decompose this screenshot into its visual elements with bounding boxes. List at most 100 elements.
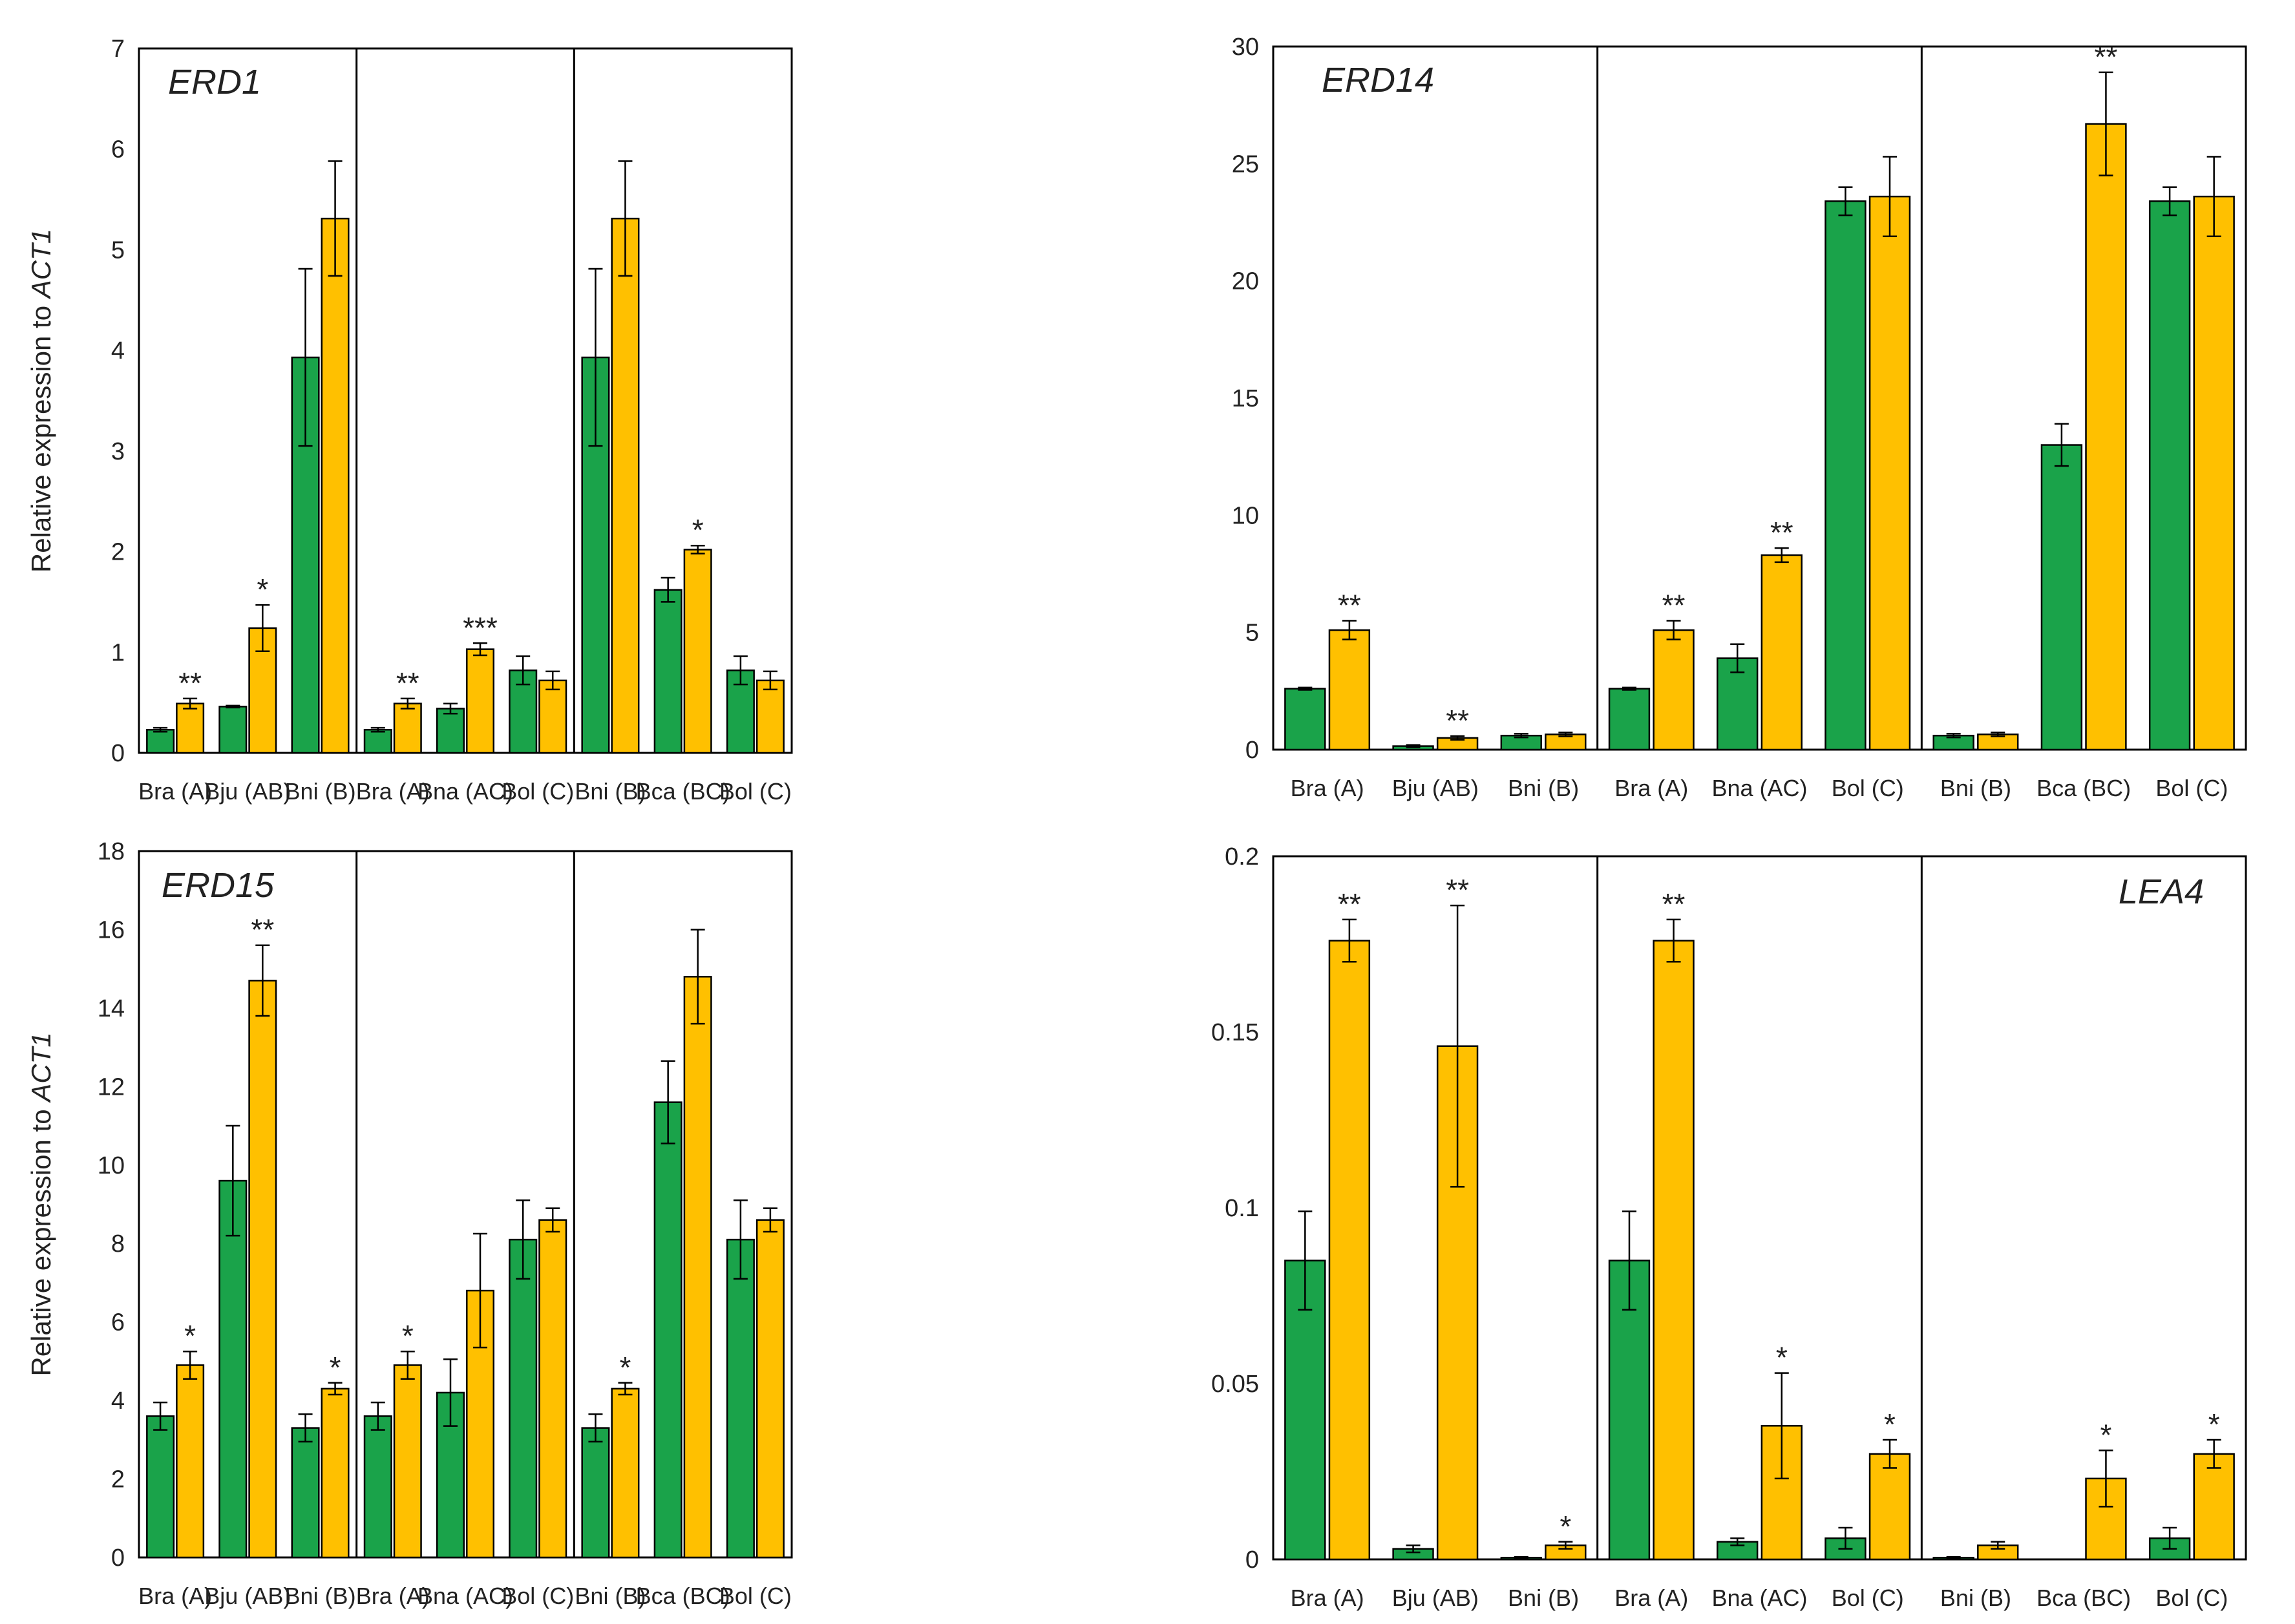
x-category-label: Bol (C) — [502, 1583, 574, 1609]
control-bar — [2148, 200, 2191, 751]
treatment-bar — [683, 549, 712, 754]
y-tick-label: 25 — [1232, 151, 1259, 178]
lea4-chart-panel: 00.050.10.150.2** ******* * *Bra (A) Bju (AB… — [1211, 843, 2247, 1611]
control-bar — [1284, 688, 1326, 751]
treatment-bar — [756, 1219, 785, 1559]
significance-marker: ** — [1662, 887, 1686, 921]
y-tick-label: 5 — [1245, 620, 1259, 647]
treatment-bar — [1328, 940, 1371, 1561]
y-tick-label: 8 — [111, 1230, 125, 1258]
panel-title: LEA4 — [2119, 872, 2204, 911]
control-bar — [436, 708, 465, 754]
significance-marker: ** — [1446, 873, 1469, 907]
x-category-label: Bni (B) — [1940, 775, 2011, 801]
control-bar — [146, 1415, 175, 1559]
panel-title: ERD15 — [162, 866, 275, 905]
x-category-label: Bol (C) — [2155, 1585, 2228, 1611]
x-category-label: Bca (BC) — [636, 778, 730, 805]
x-category-label: Bca (BC) — [2036, 775, 2131, 801]
treatment-bar — [1653, 629, 1695, 751]
significance-marker: * — [2208, 1408, 2220, 1441]
significance-marker: ** — [1770, 516, 1793, 549]
y-tick-label: 0.15 — [1211, 1019, 1259, 1046]
y-tick-label: 12 — [98, 1073, 125, 1101]
significance-marker: ** — [1338, 887, 1361, 921]
treatment-bar — [1328, 629, 1371, 751]
y-tick-label: 5 — [111, 237, 125, 264]
plot-frame — [1272, 45, 2247, 751]
x-category-label: Bna (AC) — [418, 1583, 513, 1609]
x-category-label: Bna (AC) — [1711, 1585, 1807, 1611]
x-category-label: Bna (AC) — [418, 778, 513, 805]
plot-frame — [138, 850, 793, 1559]
y-axis-label-gene: ACT1 — [26, 229, 56, 300]
x-category-label: Bca (BC) — [2036, 1585, 2131, 1611]
treatment-bar — [756, 679, 785, 754]
significance-marker: ** — [396, 666, 419, 700]
treatment-bar — [2085, 123, 2127, 751]
x-category-label: Bni (B) — [1940, 1585, 2011, 1611]
control-bar — [509, 1238, 538, 1559]
control-bar — [218, 1179, 248, 1559]
y-tick-label: 4 — [111, 1387, 125, 1415]
significance-marker: * — [330, 1351, 341, 1384]
y-tick-label: 18 — [98, 838, 125, 865]
x-category-label: Bni (B) — [1508, 1585, 1579, 1611]
y-tick-label: 0 — [111, 1545, 125, 1572]
control-bar — [2040, 444, 2083, 751]
significance-marker: ** — [1662, 589, 1686, 622]
control-bar — [653, 1101, 682, 1559]
significance-marker: ** — [178, 666, 202, 700]
y-tick-label: 16 — [98, 916, 125, 944]
control-bar — [1824, 200, 1867, 751]
y-tick-label: 0 — [111, 740, 125, 767]
x-category-label: Bju (AB) — [1392, 1585, 1479, 1611]
treatment-bar — [1761, 554, 1803, 751]
x-category-label: Bol (C) — [502, 778, 574, 805]
treatment-bar — [465, 648, 495, 754]
control-bar — [726, 670, 755, 754]
treatment-bar — [611, 217, 640, 754]
x-category-label: Bra (A) — [356, 1583, 430, 1609]
y-tick-label: 10 — [98, 1152, 125, 1179]
control-bar — [581, 1427, 610, 1559]
x-category-label: Bju (AB) — [204, 778, 291, 805]
x-category-label: Bni (B) — [285, 778, 356, 805]
y-tick-label: 30 — [1232, 34, 1259, 61]
significance-marker: ** — [1446, 704, 1469, 737]
x-category-label: Bol (C) — [1832, 1585, 1904, 1611]
control-bar — [291, 356, 320, 754]
x-category-label: Bna (AC) — [1711, 775, 1807, 801]
treatment-bar — [611, 1387, 640, 1559]
y-tick-label: 10 — [1232, 502, 1259, 529]
y-tick-label: 6 — [111, 136, 125, 163]
y-tick-label: 0 — [1245, 737, 1259, 764]
control-bar — [509, 670, 538, 754]
significance-marker: * — [184, 1319, 196, 1353]
control-bar — [726, 1238, 755, 1559]
treatment-bar — [683, 976, 712, 1559]
significance-marker: * — [1776, 1341, 1788, 1375]
x-category-label: Bol (C) — [719, 1583, 792, 1609]
treatment-bar — [538, 1219, 567, 1559]
significance-marker: * — [402, 1319, 414, 1353]
y-axis-label-prefix: Relative expression to — [26, 298, 56, 573]
treatment-bar — [393, 702, 422, 754]
x-category-label: Bca (BC) — [636, 1583, 730, 1609]
control-bar — [146, 728, 175, 754]
y-tick-label: 2 — [111, 1466, 125, 1493]
y-axis-label: Relative expression to ACT1 — [26, 229, 56, 573]
significance-marker: * — [1560, 1510, 1571, 1543]
treatment-bar — [2193, 195, 2235, 751]
panel-title: ERD1 — [168, 63, 261, 101]
x-category-label: Bra (A) — [138, 1583, 212, 1609]
significance-marker: * — [619, 1351, 631, 1384]
control-bar — [291, 1427, 320, 1559]
treatment-bar — [1653, 940, 1695, 1561]
significance-marker: ** — [251, 913, 274, 947]
x-category-label: Bni (B) — [1508, 775, 1579, 801]
plot-frame — [138, 47, 793, 754]
x-category-label: Bni (B) — [285, 1583, 356, 1609]
